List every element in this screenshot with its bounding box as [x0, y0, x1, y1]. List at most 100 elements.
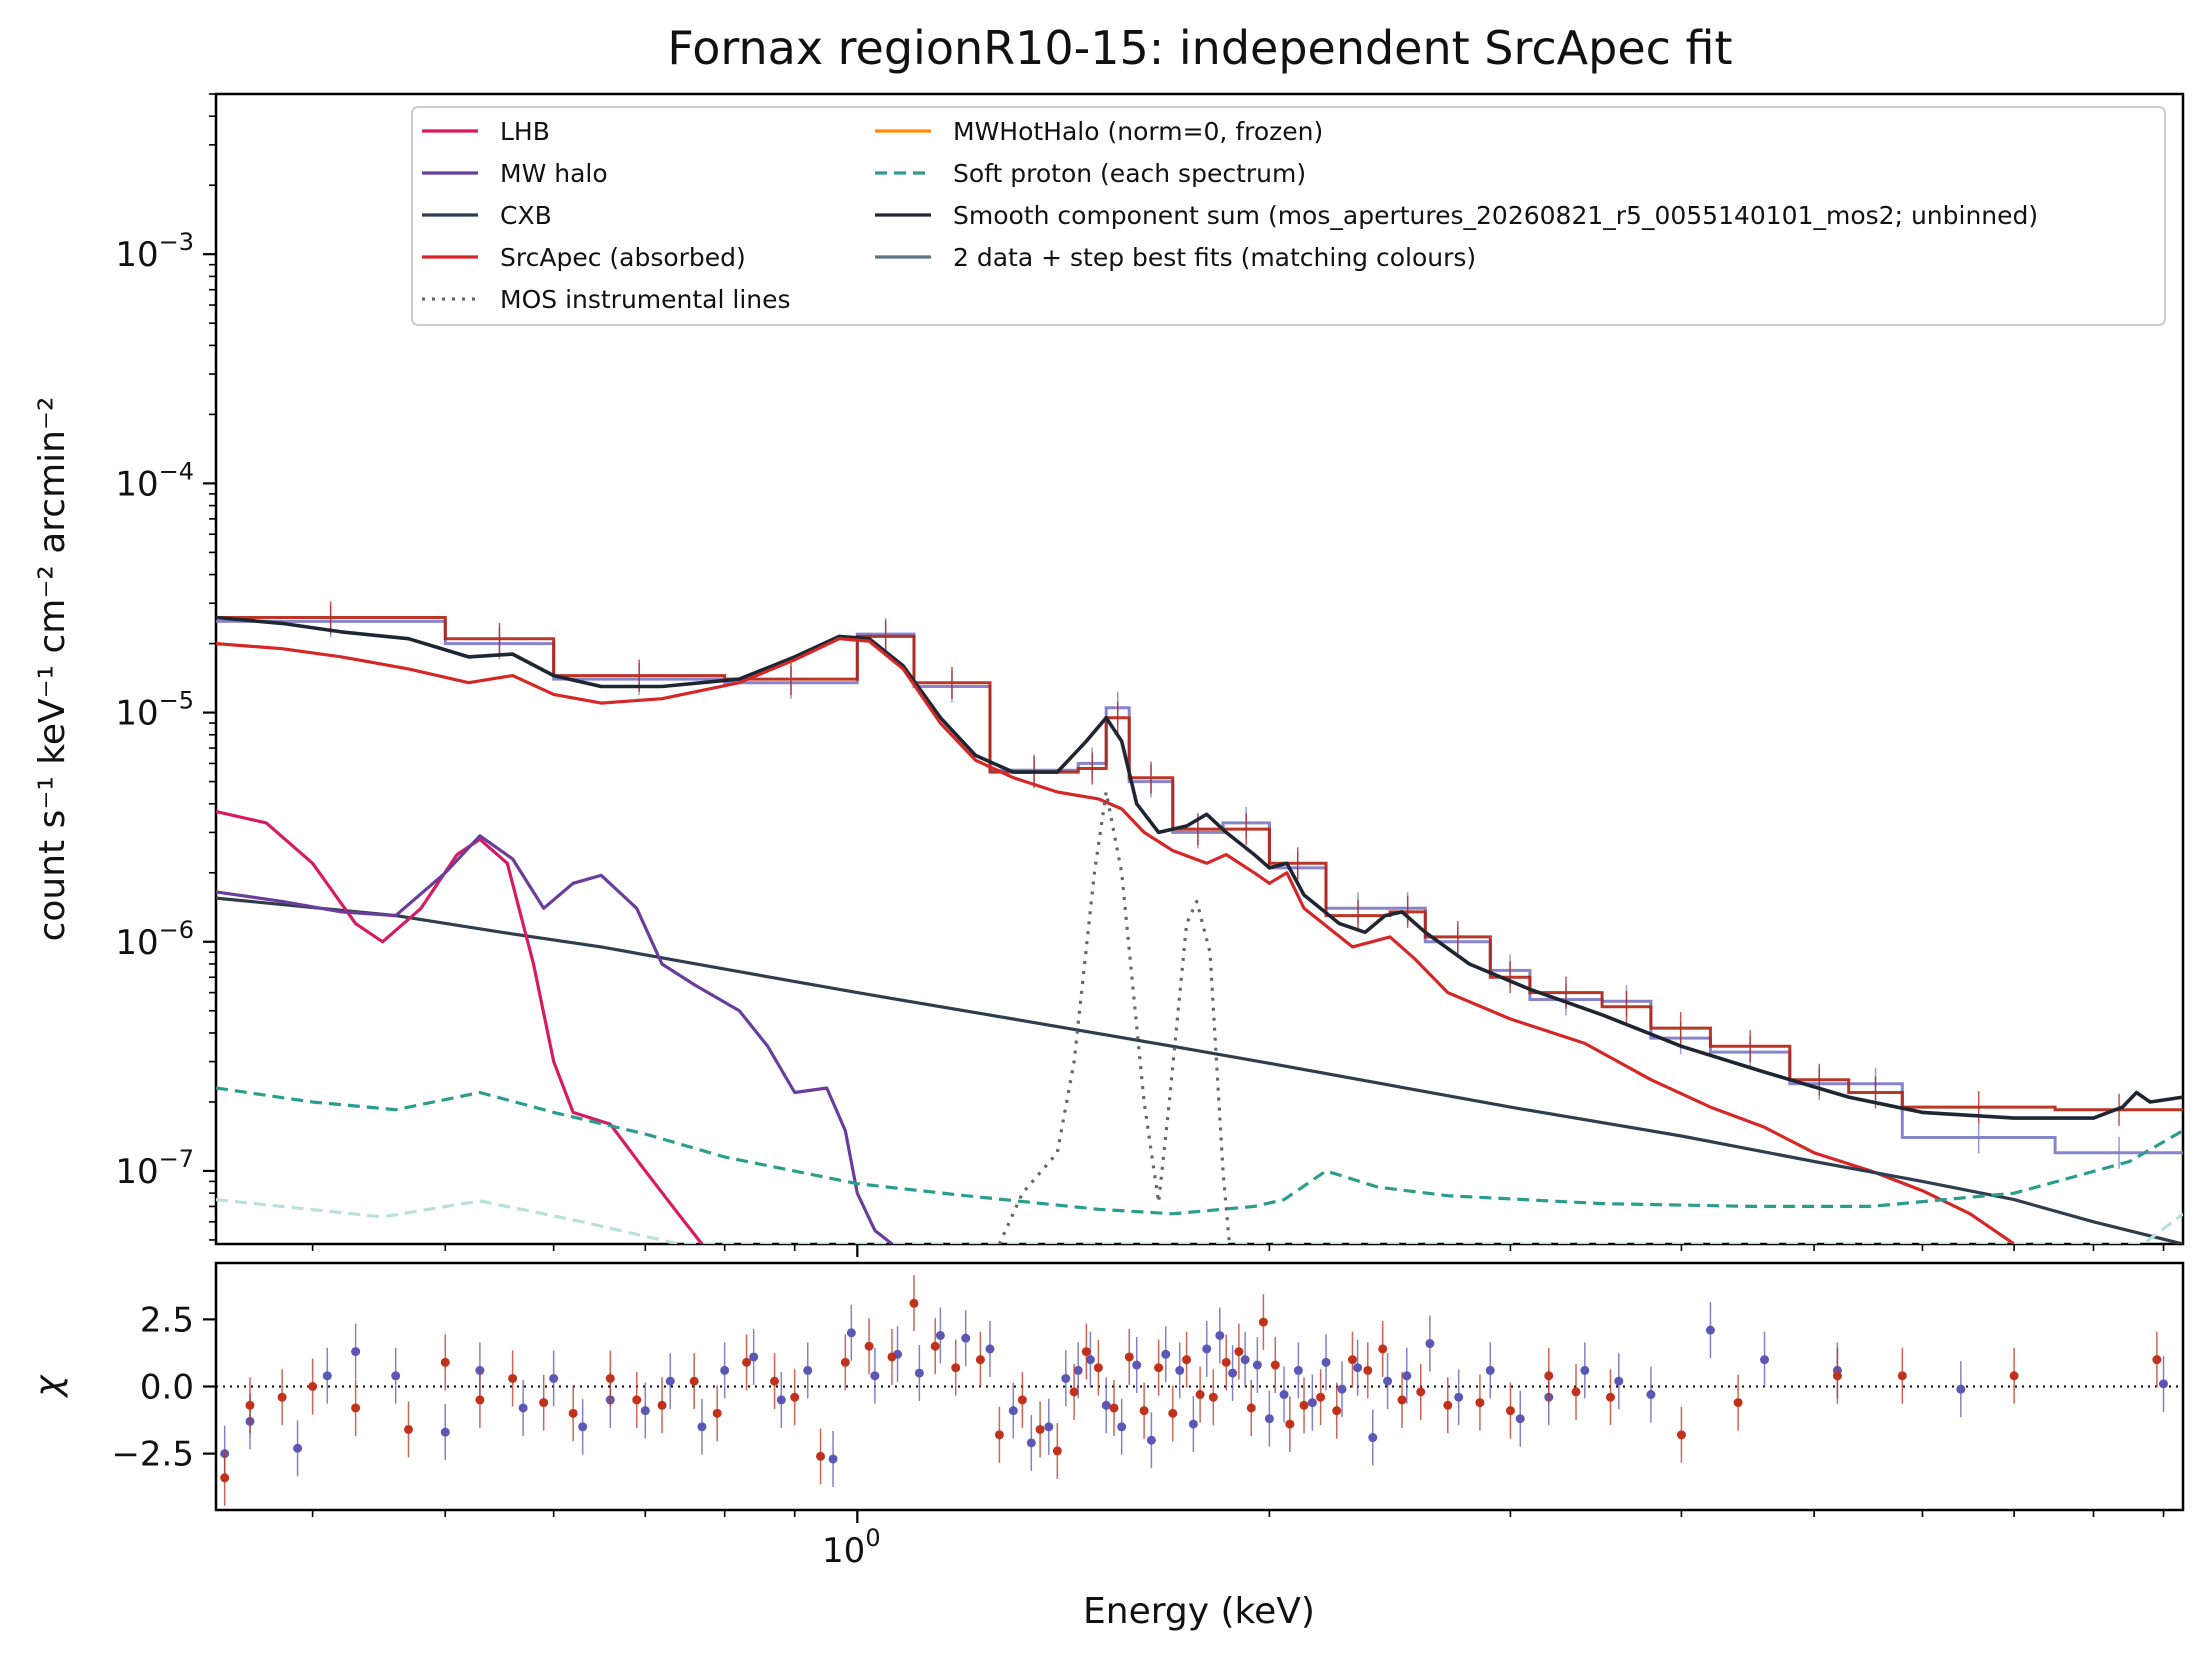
legend-label: MOS instrumental lines	[500, 285, 791, 314]
y-tick-label: 10−7	[115, 1145, 194, 1192]
resid-point	[776, 1395, 786, 1405]
resid-point	[1571, 1387, 1581, 1397]
resid-point	[864, 1341, 874, 1351]
legend-label: MW halo	[500, 159, 608, 188]
resid-point	[1332, 1406, 1342, 1416]
resid-point	[1117, 1422, 1127, 1432]
resid-point	[742, 1357, 752, 1367]
resid-point	[1132, 1360, 1142, 1370]
resid-point	[828, 1454, 838, 1464]
resid-point	[403, 1424, 413, 1434]
series-line-4	[216, 834, 893, 1244]
resid-point	[440, 1357, 450, 1367]
spectrum-series-group	[216, 601, 2183, 1244]
resid-point	[1368, 1433, 1378, 1443]
resid-point	[2159, 1379, 2169, 1389]
residual-y-ticks: −2.5 0.0 2.5	[111, 1300, 216, 1475]
resid-point	[351, 1403, 361, 1413]
resid-point	[1093, 1363, 1103, 1373]
resid-point	[1353, 1363, 1363, 1373]
series-line-2	[216, 896, 2183, 1244]
resid-point	[803, 1365, 813, 1375]
resid-point	[440, 1427, 450, 1437]
resid-point	[689, 1376, 699, 1386]
resid-point	[293, 1443, 303, 1453]
resid-point	[1605, 1392, 1615, 1402]
resid-point	[1017, 1395, 1027, 1405]
resid-point	[914, 1368, 924, 1378]
resid-point	[1101, 1400, 1111, 1410]
series-line-6	[216, 1198, 2183, 1244]
resid-point	[1188, 1419, 1198, 1429]
x-tick-label: 100	[822, 1524, 881, 1571]
resid-point	[790, 1392, 800, 1402]
x-axis-label: Energy (keV)	[1083, 1591, 1315, 1632]
resid-point	[1069, 1387, 1079, 1397]
resid-point	[578, 1422, 588, 1432]
resid-point	[1363, 1365, 1373, 1375]
resid-point	[1168, 1408, 1178, 1418]
resid-point	[245, 1400, 255, 1410]
resid-point	[1182, 1355, 1192, 1365]
resid-point	[1425, 1339, 1435, 1349]
resid-point	[657, 1400, 667, 1410]
resid-point	[1124, 1352, 1134, 1362]
resid-point	[322, 1371, 332, 1381]
resid-point	[770, 1376, 780, 1386]
resid-point	[1052, 1446, 1062, 1456]
legend-label: 2 data + step best fits (matching colour…	[953, 243, 1476, 272]
spectrum-x-ticks	[311, 1244, 2165, 1257]
resid-y-tick-label: 0.0	[140, 1368, 194, 1408]
resid-point	[1705, 1325, 1715, 1335]
resid-point	[930, 1341, 940, 1351]
y-axis-label: count s⁻¹ keV⁻¹ cm⁻² arcmin⁻²	[32, 397, 73, 942]
residual-x-ticks: 100	[311, 1510, 2165, 1571]
resid-point	[351, 1347, 361, 1357]
resid-point	[1035, 1424, 1045, 1434]
resid-point	[1109, 1403, 1119, 1413]
resid-point	[1215, 1330, 1225, 1340]
resid-point	[1307, 1398, 1317, 1408]
resid-point	[1195, 1390, 1205, 1400]
resid-point	[1252, 1360, 1262, 1370]
resid-y-tick-label: 2.5	[140, 1300, 194, 1340]
resid-point	[1321, 1357, 1331, 1367]
resid-point	[887, 1352, 897, 1362]
resid-point	[508, 1373, 518, 1383]
resid-point	[665, 1376, 675, 1386]
resid-point	[909, 1298, 919, 1308]
resid-point	[870, 1371, 880, 1381]
resid-point	[1760, 1355, 1770, 1365]
resid-point	[1832, 1371, 1842, 1381]
chart-title: Fornax regionR10-15: independent SrcApec…	[667, 21, 1732, 75]
resid-point	[1146, 1435, 1156, 1445]
resid-point	[1646, 1390, 1656, 1400]
resid-point	[1202, 1344, 1212, 1354]
resid-y-tick-label: −2.5	[111, 1435, 194, 1475]
resid-point	[1008, 1406, 1018, 1416]
resid-point	[1416, 1387, 1426, 1397]
resid-point	[1733, 1398, 1743, 1408]
resid-point	[1085, 1355, 1095, 1365]
resid-point	[518, 1403, 528, 1413]
legend: LHB MW halo CXB SrcApec (absorbed) MOS instr…	[411, 106, 2166, 326]
resid-point	[2152, 1355, 2162, 1365]
spectrum-y-ticks: 10−7 10−6 10−5 10−4 10−3	[115, 93, 216, 1241]
y-tick-label: 10−3	[115, 228, 194, 275]
series-line-1	[216, 637, 2016, 1244]
resid-point	[1485, 1365, 1495, 1375]
resid-point	[1299, 1400, 1309, 1410]
resid-point	[1285, 1419, 1295, 1429]
resid-point	[475, 1365, 485, 1375]
resid-point	[816, 1451, 826, 1461]
series-line-7	[997, 790, 1231, 1244]
resid-point	[1443, 1400, 1453, 1410]
legend-label: Soft proton (each spectrum)	[953, 159, 1306, 188]
legend-label: CXB	[500, 201, 552, 230]
resid-point	[1293, 1365, 1303, 1375]
resid-point	[846, 1328, 856, 1338]
resid-point	[1897, 1371, 1907, 1381]
series-line-5	[216, 1086, 2183, 1216]
legend-label: LHB	[500, 117, 550, 146]
